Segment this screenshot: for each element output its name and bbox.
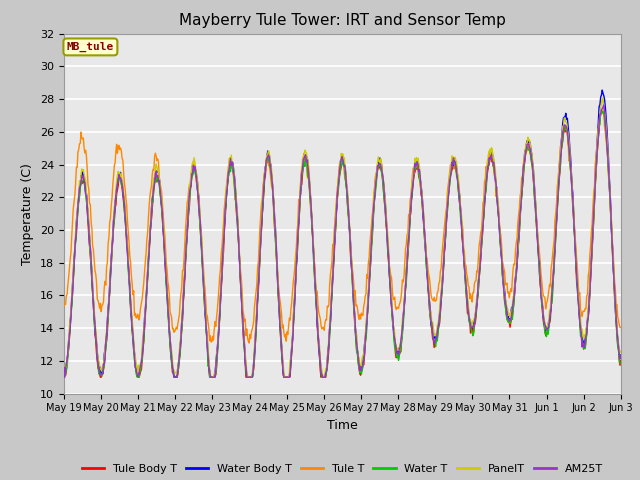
X-axis label: Time: Time [327,419,358,432]
Legend: Tule Body T, Water Body T, Tule T, Water T, PanelT, AM25T: Tule Body T, Water Body T, Tule T, Water… [77,459,607,478]
Text: MB_tule: MB_tule [67,42,114,52]
Title: Mayberry Tule Tower: IRT and Sensor Temp: Mayberry Tule Tower: IRT and Sensor Temp [179,13,506,28]
Y-axis label: Temperature (C): Temperature (C) [22,163,35,264]
